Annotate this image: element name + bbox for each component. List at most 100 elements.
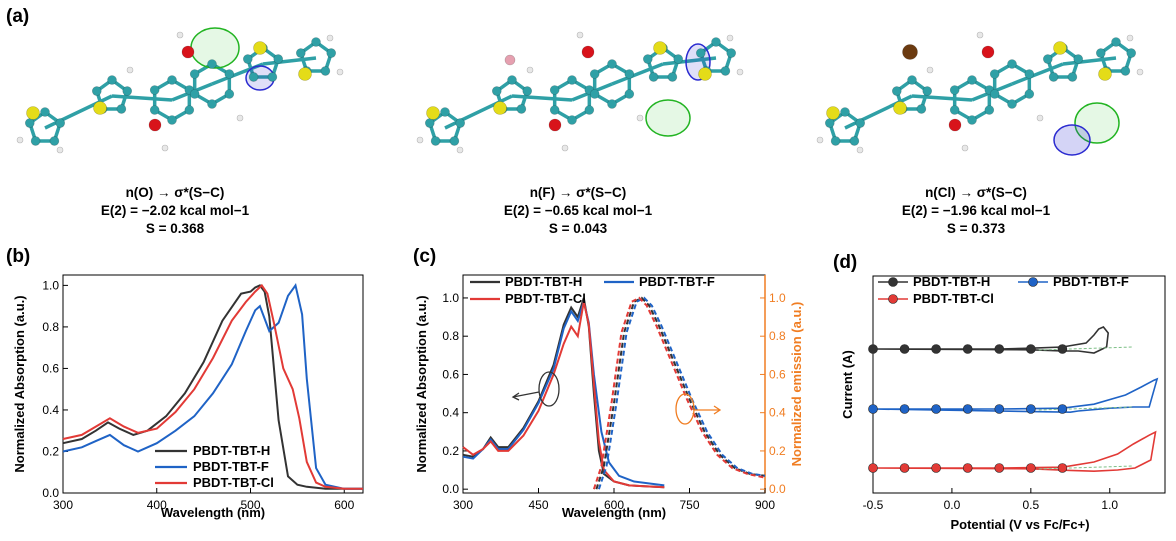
carbon-atom bbox=[824, 118, 835, 128]
bond bbox=[511, 94, 573, 102]
emission-marker-ellipse bbox=[675, 393, 695, 425]
carbon-atom bbox=[24, 118, 35, 128]
legend-marker bbox=[1028, 277, 1038, 287]
legend-marker bbox=[888, 277, 898, 287]
carbon-atom bbox=[107, 75, 117, 85]
sulfur-atom bbox=[1098, 67, 1112, 81]
molecule-Cl bbox=[816, 31, 1144, 156]
nbo-transition-Cl: n(Cl) → σ*(S−C) bbox=[925, 185, 1027, 200]
series-line-PBDT-TBT-Cl bbox=[62, 283, 363, 490]
sulfur-atom bbox=[253, 41, 267, 55]
carbon-atom bbox=[1095, 48, 1106, 58]
y-tick-label: 0.2 bbox=[442, 444, 459, 458]
carbon-atom bbox=[648, 72, 659, 82]
carbon-atom bbox=[49, 136, 60, 146]
carbon-atom bbox=[624, 69, 635, 79]
carbon-atom bbox=[584, 105, 595, 115]
hydrogen-atom bbox=[561, 144, 569, 152]
carbon-atom bbox=[989, 69, 1000, 79]
carbon-atom bbox=[522, 86, 533, 96]
carbon-atom bbox=[624, 89, 635, 99]
sulfur-atom bbox=[26, 106, 40, 120]
hydrogen-atom bbox=[636, 114, 644, 122]
x-tick-label: 300 bbox=[53, 498, 73, 512]
x-tick-label: -0.5 bbox=[863, 498, 884, 512]
carbon-atom bbox=[30, 136, 41, 146]
hydrogen-atom bbox=[1126, 34, 1134, 42]
carbon-atom bbox=[967, 115, 977, 125]
cv-marker bbox=[899, 463, 910, 473]
x-tick-label: 1.0 bbox=[1101, 498, 1118, 512]
nbo-transition-O: n(O) → σ*(S−C) bbox=[126, 185, 225, 200]
carbon-atom bbox=[567, 115, 577, 125]
y-tick-label: 0.6 bbox=[442, 367, 459, 381]
panel-d-cv-chart: -0.5 0.0 0.5 1.0 Potential (V vs Fc/Fc+) Curr… bbox=[840, 274, 1166, 532]
carbon-atom bbox=[326, 48, 337, 58]
cv-marker bbox=[931, 463, 941, 473]
x-tick-label: 450 bbox=[528, 498, 548, 512]
carbon-atom bbox=[122, 86, 133, 96]
legend-label: PBDT-TBT-Cl bbox=[913, 291, 994, 306]
carbon-atom bbox=[1048, 72, 1059, 82]
carbon-atom bbox=[516, 104, 527, 114]
carbon-atom bbox=[149, 105, 160, 115]
legend-label: PBDT-TBT-H bbox=[913, 274, 990, 289]
carbon-atom bbox=[1073, 54, 1084, 64]
carbon-atom bbox=[207, 59, 217, 69]
carbon-atom bbox=[267, 72, 278, 82]
fluorine-atom bbox=[504, 54, 516, 66]
carbon-atom bbox=[449, 136, 460, 146]
carbon-atom bbox=[989, 89, 1000, 99]
carbon-atom bbox=[455, 118, 466, 128]
carbon-atom bbox=[242, 54, 253, 64]
carbon-atom bbox=[189, 89, 200, 99]
cv-curve-PBDT-TBT-H bbox=[872, 326, 1110, 354]
sulfur-atom bbox=[1053, 41, 1067, 55]
carbon-atom bbox=[430, 136, 441, 146]
cv-marker bbox=[868, 404, 878, 414]
y-tick-label: 1.0 bbox=[442, 291, 459, 305]
x-tick-label: 600 bbox=[604, 498, 624, 512]
carbon-atom bbox=[507, 75, 517, 85]
cv-marker bbox=[994, 404, 1005, 414]
carbon-atom bbox=[589, 69, 600, 79]
x-axis-label: Potential (V vs Fc/Fc+) bbox=[950, 517, 1089, 532]
y-tick-label: 0.4 bbox=[442, 406, 459, 420]
nbo-caption-F: n(F) → σ*(S−C) E(2) = −0.65 kcal mol−1 S… bbox=[504, 185, 653, 236]
carbon-atom bbox=[949, 105, 960, 115]
legend-label: PBDT-TBT-Cl bbox=[193, 475, 274, 490]
hydrogen-atom bbox=[456, 146, 464, 154]
cv-marker bbox=[899, 404, 910, 414]
cv-marker bbox=[1057, 344, 1068, 354]
carbon-atom bbox=[1007, 59, 1017, 69]
cv-marker bbox=[994, 463, 1005, 473]
carbon-atom bbox=[967, 75, 977, 85]
hydrogen-atom bbox=[1036, 114, 1044, 122]
y-tick-label: 0.6 bbox=[42, 361, 59, 375]
carbon-atom bbox=[1111, 37, 1121, 47]
carbon-atom bbox=[167, 115, 177, 125]
x-axis-label: Wavelength (nm) bbox=[161, 505, 265, 520]
nbo-caption-O: n(O) → σ*(S−C) E(2) = −2.02 kcal mol−1 S… bbox=[101, 185, 250, 236]
panel-label-a: (a) bbox=[6, 6, 29, 27]
carbon-atom bbox=[149, 85, 160, 95]
cv-marker bbox=[931, 404, 941, 414]
carbon-atom bbox=[922, 86, 933, 96]
carbon-atom bbox=[607, 99, 617, 109]
molecule-illustrations bbox=[16, 27, 1144, 156]
carbon-atom bbox=[695, 48, 706, 58]
carbon-atom bbox=[311, 37, 321, 47]
cv-marker bbox=[994, 344, 1005, 354]
sulfur-atom bbox=[493, 101, 507, 115]
orbital-lobe bbox=[1053, 124, 1091, 156]
sulfur-atom bbox=[93, 101, 107, 115]
carbon-atom bbox=[1024, 89, 1035, 99]
series-line-PBDT-TBT-H emission bbox=[595, 296, 766, 490]
carbon-atom bbox=[224, 69, 235, 79]
y2-axis-label: Normalized emission (a.u.) bbox=[789, 302, 804, 467]
carbon-atom bbox=[726, 48, 737, 58]
hydrogen-atom bbox=[1136, 68, 1144, 76]
carbon-atom bbox=[55, 118, 66, 128]
carbon-atom bbox=[491, 86, 502, 96]
sulfur-atom bbox=[426, 106, 440, 120]
